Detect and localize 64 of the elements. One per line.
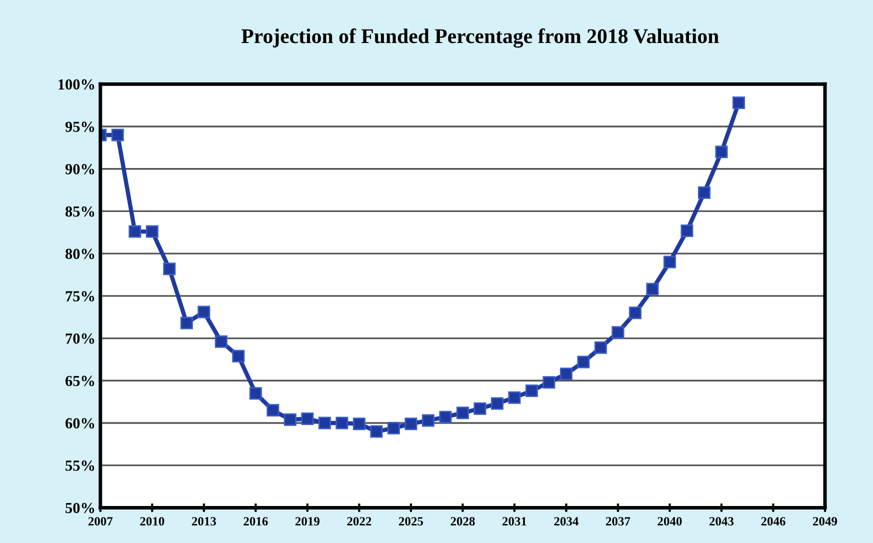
point [370,425,383,438]
x-tick-label: 2049 [813,517,838,526]
point [301,412,314,426]
point [560,368,572,380]
point [663,256,676,268]
x-tick-label: 2022 [347,517,372,526]
point [715,146,728,158]
x-tick-label: 2007 [88,517,113,526]
y-tick-label: 60% [66,418,94,428]
point [577,356,590,368]
y-tick-label: 70% [66,333,94,344]
x-tick-label: 2016 [244,517,268,526]
point [111,128,124,142]
point [180,316,193,330]
x-tick-label: 2010 [140,517,164,526]
x-tick-label: 2031 [502,517,526,526]
point [404,418,418,430]
point [542,376,556,389]
x-tick-label: 2046 [761,517,786,526]
point [732,96,745,110]
x-tick-label: 2040 [658,517,682,526]
point [146,225,158,238]
point [594,341,607,354]
point [336,416,348,430]
x-tick-label: 2019 [295,517,320,526]
point [698,186,710,199]
point [284,413,296,426]
point [198,306,210,318]
y-tick-label: 95% [65,122,94,132]
point [249,387,262,400]
point [456,406,469,420]
x-tick-label: 2028 [450,517,475,526]
point [266,404,280,417]
point [352,418,366,430]
point [646,282,659,296]
point [318,416,331,430]
point [163,262,176,276]
point [490,397,504,410]
y-tick-label: 65% [66,376,94,386]
point [508,391,521,404]
point [525,384,538,398]
x-tick-label: 2034 [554,517,578,526]
point [387,422,400,434]
y-tick-label: 85% [65,206,94,217]
chart-title: Projection of Funded Percentage from 2018 Valuation [241,28,719,48]
y-tick-label: 100% [58,79,94,90]
point [612,326,624,339]
point [628,306,642,320]
x-tick-label: 2037 [606,517,630,526]
x-tick-label: 2025 [398,517,423,526]
point [214,335,228,348]
x-tick-label: 2043 [710,517,734,526]
y-tick-label: 90% [65,164,94,174]
y-tick-label: 55% [66,460,94,471]
point [474,402,486,415]
point [232,350,245,362]
y-tick-label: 80% [65,248,94,260]
point [422,414,434,427]
point [680,224,694,237]
point [128,225,142,238]
y-tick-label: 75% [66,291,94,302]
x-tick-label: 2013 [192,517,216,526]
point [439,410,452,424]
y-tick-label: 50% [66,502,94,514]
